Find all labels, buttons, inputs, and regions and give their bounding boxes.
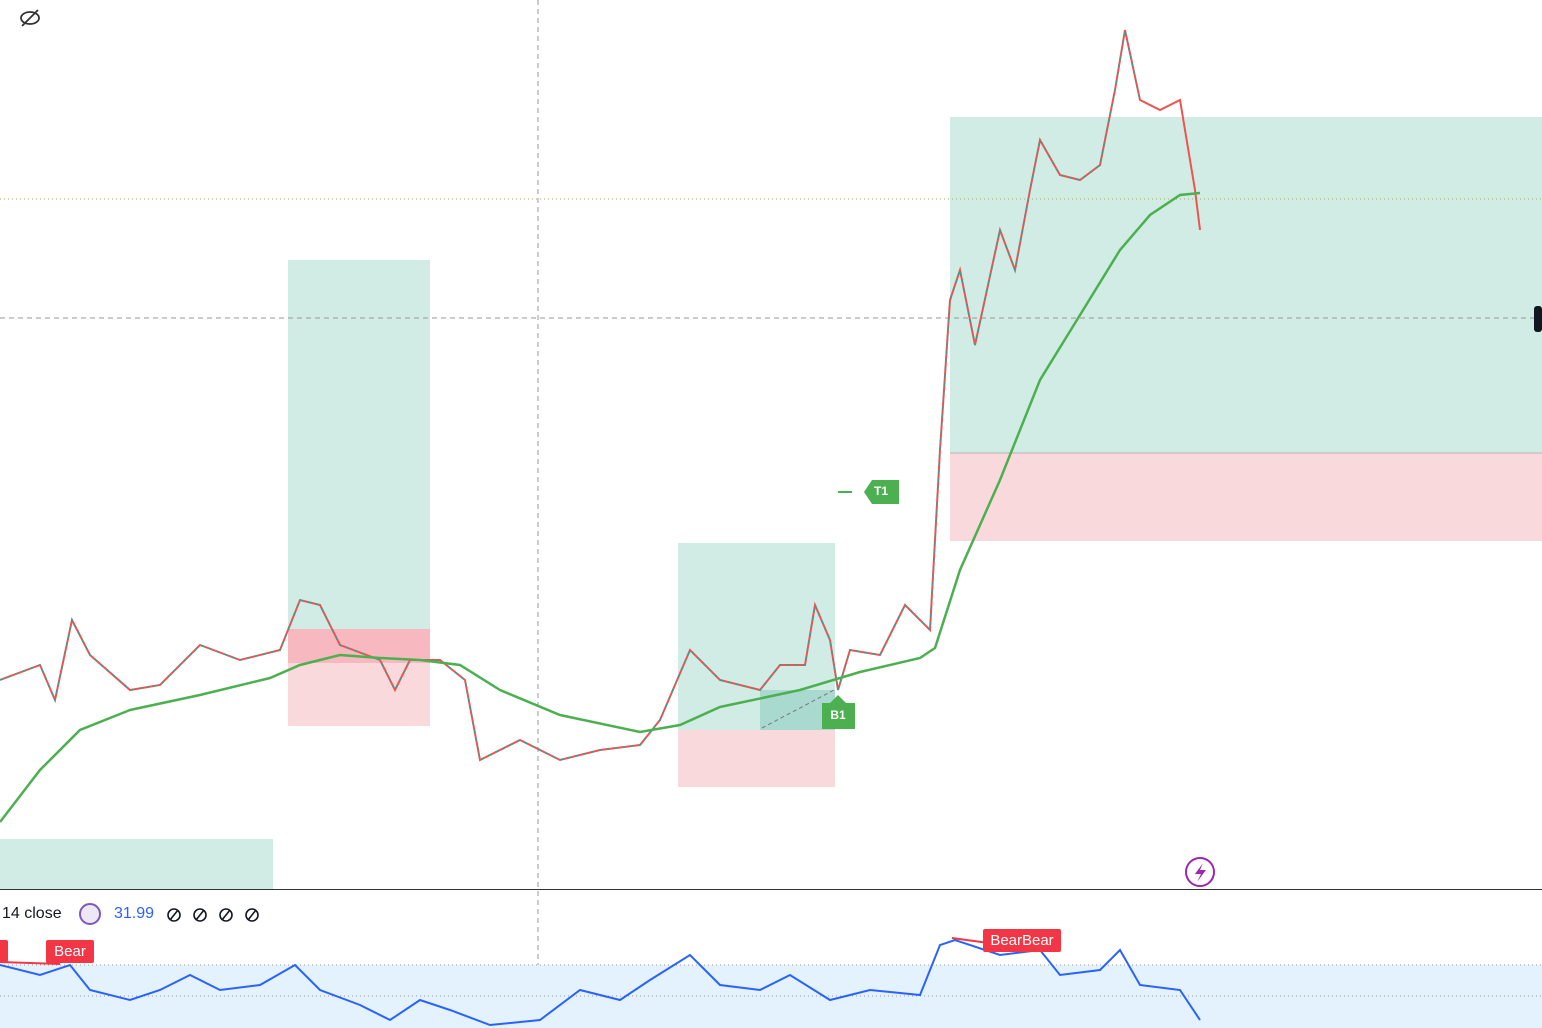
na-icons xyxy=(167,908,259,922)
bear-tag xyxy=(983,929,1061,952)
b1-marker xyxy=(822,695,855,729)
bear-tag xyxy=(46,940,94,963)
bear-tag xyxy=(0,940,8,962)
stop-zone xyxy=(950,453,1542,541)
rsi-band xyxy=(0,965,1542,1028)
refresh-icon[interactable] xyxy=(79,903,101,925)
t1-label: T1 xyxy=(874,484,888,498)
price-series-up xyxy=(0,29,1141,762)
t1-marker xyxy=(864,480,899,504)
indicator-label: 14 close xyxy=(2,905,62,922)
stop-zone-entry xyxy=(288,629,430,663)
indicator-value: 31.99 xyxy=(114,905,154,922)
bearbear-label: BearBear xyxy=(990,932,1053,949)
moving-average xyxy=(0,191,1201,823)
b1-label: B1 xyxy=(830,708,846,722)
bear-label: Bear xyxy=(54,943,86,960)
hide-icon[interactable] xyxy=(20,9,40,27)
target-zone xyxy=(0,839,273,889)
price-scale-marker xyxy=(1534,306,1542,332)
target-zone xyxy=(288,260,430,629)
stop-zone xyxy=(678,730,835,787)
lightning-icon xyxy=(1195,863,1206,882)
target-zone xyxy=(950,117,1542,453)
divergence-line xyxy=(0,961,61,965)
